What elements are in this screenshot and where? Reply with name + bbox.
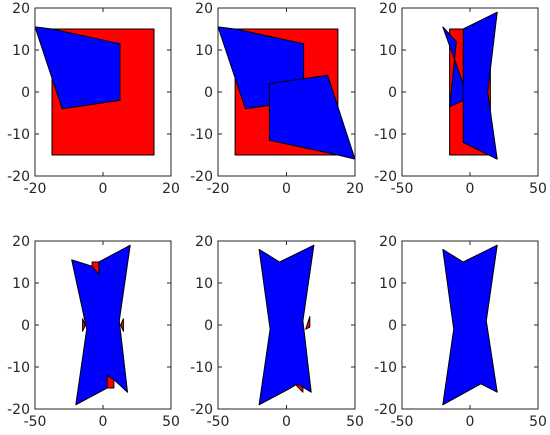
red-polygon-4	[120, 318, 124, 332]
x-tick-label: -50	[207, 414, 230, 430]
subplot-4: -50 0 50 -20 -10 0 10 20	[7, 234, 180, 430]
y-tick-label: -10	[7, 127, 30, 143]
subplot-1: -20 0 20 -20 -10 0 10 20	[7, 1, 180, 197]
blue-polygon-2	[268, 74, 355, 160]
y-tick-label: 20	[195, 234, 213, 250]
polygon-layer	[71, 244, 131, 406]
blue-polygon-1	[258, 244, 315, 406]
y-tick-label: 20	[12, 234, 30, 250]
y-tick-label: 20	[12, 1, 30, 17]
y-tick-label: -20	[374, 402, 397, 418]
y-tick-label: 10	[12, 276, 30, 292]
x-tick-label: -50	[391, 414, 414, 430]
polygon-layer	[35, 26, 155, 156]
y-tick-label: 0	[204, 85, 213, 101]
x-tick-label: 0	[282, 181, 291, 197]
y-tick-label: 0	[21, 85, 30, 101]
y-tick-label: 10	[379, 276, 397, 292]
y-tick-label: 10	[12, 43, 30, 59]
blue-polygon-1	[442, 244, 498, 406]
y-tick-label: -20	[374, 169, 397, 185]
y-tick-label: 20	[195, 1, 213, 17]
x-tick-label: 0	[466, 181, 475, 197]
subplot-6: -50 0 50 -20 -10 0 10 20	[374, 234, 547, 430]
y-tick-label: -10	[190, 360, 213, 376]
polygon-layer	[442, 11, 498, 160]
red-polygon-3	[82, 318, 86, 332]
y-tick-label: -20	[190, 402, 213, 418]
x-tick-label: 0	[99, 414, 108, 430]
x-tick-label: -20	[207, 181, 230, 197]
polygon-layer	[258, 244, 315, 406]
y-tick-label: 20	[379, 234, 397, 250]
blue-polygon-1	[71, 244, 131, 406]
subplot-3: -50 0 50 -20 -10 0 10 20	[374, 1, 547, 197]
y-tick-label: 10	[195, 276, 213, 292]
y-tick-label: 20	[379, 1, 397, 17]
y-tick-label: -10	[374, 127, 397, 143]
subplot-2: -20 0 20 -20 -10 0 10 20	[190, 1, 364, 197]
x-tick-label: 50	[529, 414, 547, 430]
y-tick-label: -10	[7, 360, 30, 376]
x-tick-label: -50	[24, 414, 47, 430]
x-tick-label: 50	[346, 414, 364, 430]
x-tick-label: 0	[466, 414, 475, 430]
blue-polygon-1	[442, 11, 498, 160]
y-tick-label: 10	[195, 43, 213, 59]
y-tick-label: 0	[388, 318, 397, 334]
y-tick-label: 0	[204, 318, 213, 334]
x-tick-label: 50	[529, 181, 547, 197]
y-tick-label: -20	[7, 169, 30, 185]
blue-polygon-1	[35, 26, 121, 110]
x-tick-label: 20	[162, 181, 180, 197]
red-polygon-2	[305, 316, 311, 330]
y-tick-label: -10	[190, 127, 213, 143]
y-tick-label: -10	[374, 360, 397, 376]
x-tick-label: 20	[346, 181, 364, 197]
polygon-layer	[218, 26, 355, 160]
x-tick-label: -50	[391, 181, 414, 197]
x-tick-label: 50	[162, 414, 180, 430]
y-tick-label: 0	[21, 318, 30, 334]
polygon-layer	[442, 244, 498, 406]
x-tick-label: 0	[99, 181, 108, 197]
y-tick-label: 0	[388, 85, 397, 101]
y-tick-label: -20	[190, 169, 213, 185]
x-tick-label: -20	[24, 181, 47, 197]
y-tick-label: 10	[379, 43, 397, 59]
y-tick-label: -20	[7, 402, 30, 418]
x-tick-label: 0	[282, 414, 291, 430]
subplot-5: -50 0 50 -20 -10 0 10 20	[190, 234, 364, 430]
